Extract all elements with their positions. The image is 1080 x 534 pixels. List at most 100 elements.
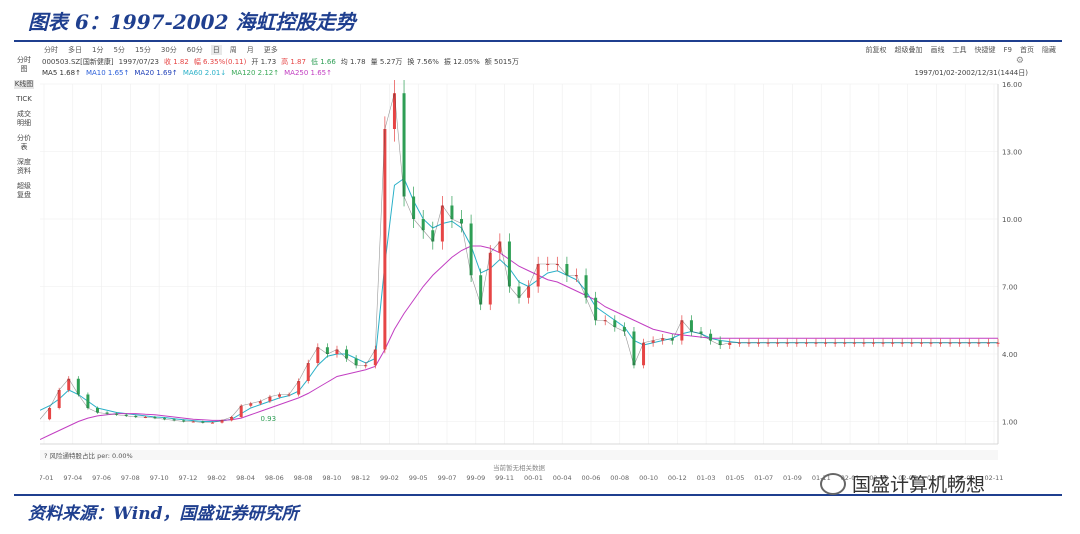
candle-body xyxy=(757,342,760,344)
candle-body xyxy=(967,342,971,344)
price-line xyxy=(40,93,998,423)
x-tick-label: 00-08 xyxy=(610,474,629,482)
date-range: 1997/01/02-2002/12/31(1444日) xyxy=(914,69,1029,77)
candle-body xyxy=(163,418,167,420)
candle-body xyxy=(776,342,780,344)
candle-body xyxy=(287,394,291,396)
side-tab[interactable]: TICK xyxy=(16,95,32,103)
x-tick-label: 99-09 xyxy=(466,474,485,482)
candle-body xyxy=(297,381,301,395)
side-tab[interactable]: 成交明细 xyxy=(17,110,31,127)
toolbar-item[interactable]: F9 xyxy=(1003,46,1012,54)
period-tab-active[interactable]: 日 xyxy=(210,45,222,55)
ma-legend: MA5 1.68↑ MA10 1.65↑ MA20 1.69↑ MA60 2.0… xyxy=(42,67,332,78)
gear-icon[interactable]: ⚙ xyxy=(1015,56,1024,66)
stock-code: 000503.SZ[国新健康] xyxy=(42,57,114,66)
x-tick-label: 98-10 xyxy=(322,474,341,482)
side-tab[interactable]: 深度资料 xyxy=(17,158,31,175)
candle-body xyxy=(115,413,119,415)
candle-body xyxy=(105,412,109,414)
toolbar-item[interactable]: 快捷键 xyxy=(974,46,996,54)
candle-body xyxy=(565,264,569,276)
x-tick-label: 02-05 xyxy=(898,474,917,482)
wechat-icon xyxy=(820,472,846,495)
x-tick-label: 98-06 xyxy=(265,474,284,482)
toolbar-item[interactable]: 画线 xyxy=(930,46,945,54)
candle-body xyxy=(517,286,521,298)
y-tick-label: 13.00 xyxy=(1002,149,1022,157)
period-tab[interactable]: 分时 xyxy=(44,46,58,54)
toolbar-item[interactable]: 工具 xyxy=(952,46,967,54)
candle-body xyxy=(182,420,186,422)
candle-body xyxy=(661,338,665,341)
candle-body xyxy=(373,349,377,366)
ma-legend-item: MA60 2.01↓ xyxy=(182,68,227,77)
period-tab[interactable]: 多日 xyxy=(68,46,82,54)
chart-panel: 分时 多日 1分 5分 15分 30分 60分 日 周 月 更多 前复权 超级叠… xyxy=(14,44,1062,494)
side-tab[interactable]: 分价表 xyxy=(17,134,31,151)
candle-body xyxy=(354,358,358,366)
candle-body xyxy=(709,333,713,341)
x-tick-label: 01-03 xyxy=(697,474,716,482)
quote-change: 幅 6.35%(0.11) xyxy=(193,57,247,66)
x-tick-label: 99-07 xyxy=(438,474,457,482)
x-tick-label: 99-05 xyxy=(409,474,428,482)
candle-body xyxy=(900,342,904,344)
candle-body xyxy=(57,390,61,408)
ma-line-ma250 xyxy=(40,245,998,440)
period-tab[interactable]: 5分 xyxy=(113,46,125,54)
candle-body xyxy=(651,340,655,343)
candle-body xyxy=(527,286,531,298)
toolbar-item[interactable]: 隐藏 xyxy=(1042,46,1056,54)
candle-body xyxy=(785,342,789,344)
candle-body xyxy=(460,219,464,224)
candle-body xyxy=(881,342,885,344)
candle-body xyxy=(766,342,770,344)
candle-body xyxy=(824,342,828,344)
candle-body xyxy=(689,320,693,332)
candle-body xyxy=(603,320,607,322)
y-tick-label: 10.00 xyxy=(1002,216,1022,224)
period-tab[interactable]: 30分 xyxy=(160,46,177,54)
x-tick-label: 00-04 xyxy=(553,474,572,482)
toolbar-item[interactable]: 超级叠加 xyxy=(894,46,923,54)
x-tick-label: 97-04 xyxy=(63,474,82,482)
x-tick-label: 00-10 xyxy=(639,474,658,482)
candle-body xyxy=(364,365,368,367)
candle-body xyxy=(191,421,195,423)
candle-body xyxy=(220,420,224,423)
toolbar-item[interactable]: 首页 xyxy=(1020,46,1034,54)
side-tab-active[interactable]: K线图 xyxy=(14,80,34,89)
risk-bar xyxy=(40,450,998,460)
candle-body xyxy=(862,342,866,344)
candle-body xyxy=(632,331,636,366)
candle-body xyxy=(594,297,598,321)
bottom-rule xyxy=(14,494,1062,496)
candle-body xyxy=(249,403,253,406)
side-tab[interactable]: 分时图 xyxy=(17,56,31,73)
candle-body xyxy=(479,275,483,305)
x-tick-label: 99-11 xyxy=(495,474,514,482)
candle-body xyxy=(929,342,933,344)
candle-body xyxy=(316,347,320,363)
candle-body xyxy=(584,275,588,298)
ma-legend-item: MA10 1.65↑ xyxy=(85,68,130,77)
candle-body xyxy=(412,196,416,219)
candle-body xyxy=(728,342,732,345)
toolbar-item[interactable]: 前复权 xyxy=(865,46,887,54)
candle-body xyxy=(699,331,703,334)
period-tab[interactable]: 更多 xyxy=(263,46,278,54)
candle-body xyxy=(201,421,205,423)
period-tab[interactable]: 1分 xyxy=(92,46,104,54)
period-tab[interactable]: 15分 xyxy=(134,46,151,54)
candle-body xyxy=(48,408,52,420)
risk-note: ? 风险通特股占比 per: 0.00% xyxy=(44,451,133,460)
period-tab[interactable]: 月 xyxy=(246,46,254,54)
candle-body xyxy=(843,342,847,344)
side-tab[interactable]: 超级复盘 xyxy=(17,182,31,199)
candle-body xyxy=(814,342,818,344)
period-tab[interactable]: 周 xyxy=(229,46,237,54)
x-tick-label: 01-09 xyxy=(783,474,802,482)
x-tick-label: 02-11 xyxy=(985,474,1004,482)
period-tab[interactable]: 60分 xyxy=(186,46,203,54)
